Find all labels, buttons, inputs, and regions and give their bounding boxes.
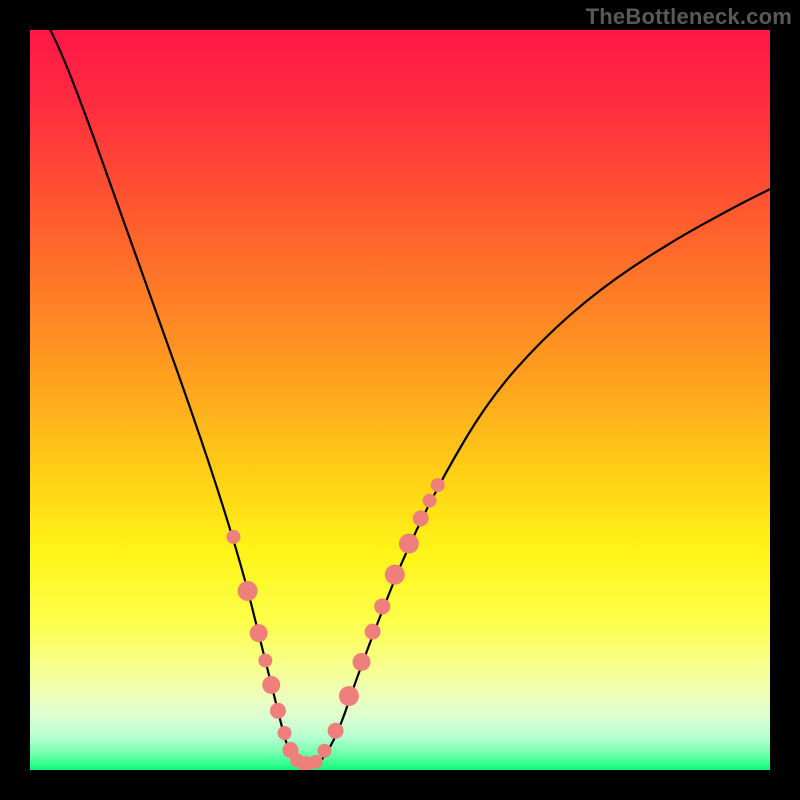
- scatter-point: [318, 744, 332, 758]
- scatter-point: [413, 510, 429, 526]
- scatter-point: [365, 624, 381, 640]
- scatter-point: [399, 534, 419, 554]
- scatter-point: [374, 598, 390, 614]
- scatter-point: [270, 703, 286, 719]
- scatter-point: [423, 494, 437, 508]
- scatter-point: [431, 478, 445, 492]
- scatter-point: [227, 530, 241, 544]
- scatter-point: [238, 581, 258, 601]
- scatter-point: [353, 653, 371, 671]
- scatter-point: [385, 565, 405, 585]
- chart-root: TheBottleneck.com: [0, 0, 800, 800]
- bottleneck-chart: [0, 0, 800, 800]
- scatter-point: [339, 686, 359, 706]
- scatter-point: [328, 723, 344, 739]
- scatter-point: [262, 676, 280, 694]
- watermark-text: TheBottleneck.com: [586, 4, 792, 30]
- scatter-point: [309, 755, 323, 769]
- scatter-point: [250, 624, 268, 642]
- scatter-point: [278, 726, 292, 740]
- scatter-point: [258, 653, 272, 667]
- plot-background: [30, 30, 770, 770]
